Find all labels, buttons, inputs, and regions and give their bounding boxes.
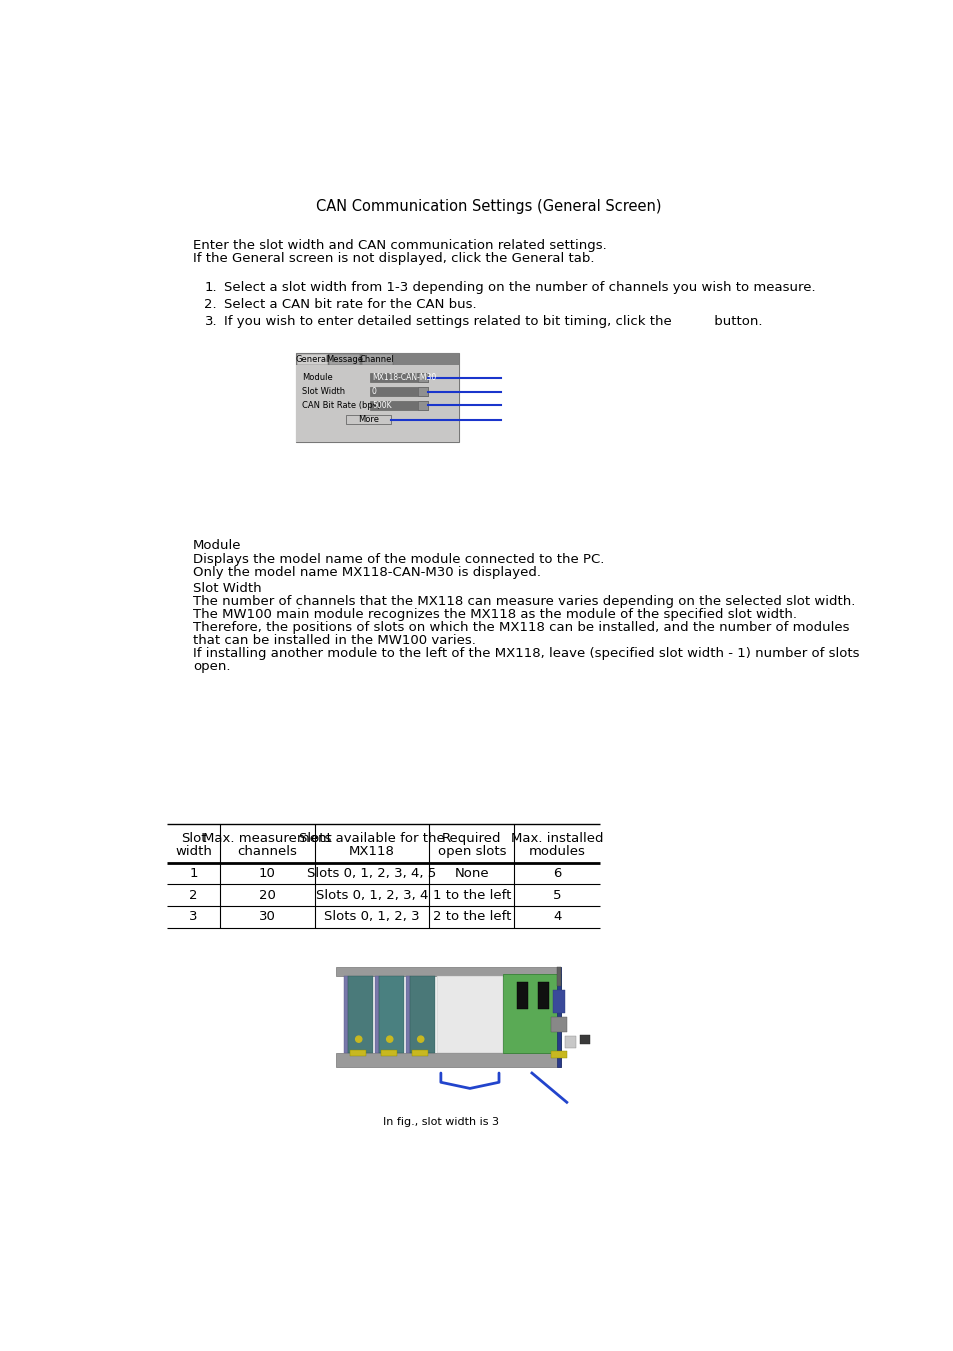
Text: 3: 3	[190, 911, 197, 923]
Bar	[406, 975, 410, 1052]
Text: 10: 10	[258, 867, 275, 880]
Bar	[537, 982, 549, 1009]
Text: width: width	[175, 846, 212, 858]
Bar	[369, 373, 427, 382]
Bar	[418, 373, 427, 382]
Text: Select a slot width from 1-3 depending on the number of channels you wish to mea: Select a slot width from 1-3 depending o…	[224, 281, 815, 295]
Bar	[502, 974, 560, 1052]
Text: 30: 30	[258, 911, 275, 923]
Text: Message: Message	[326, 355, 363, 363]
Text: More: More	[358, 415, 379, 424]
Text: 0: 0	[372, 388, 376, 396]
Circle shape	[386, 1036, 393, 1042]
Bar	[517, 982, 528, 1009]
Bar	[378, 975, 404, 1052]
Text: Only the model name MX118-CAN-M30 is displayed.: Only the model name MX118-CAN-M30 is dis…	[193, 566, 540, 578]
Bar	[550, 1051, 567, 1058]
Text: Slot Width: Slot Width	[302, 388, 345, 396]
Text: Slot Width: Slot Width	[193, 582, 261, 594]
Bar	[295, 365, 458, 442]
Bar	[557, 967, 560, 1067]
Text: 6: 6	[553, 867, 560, 880]
Text: 2 to the left: 2 to the left	[433, 911, 511, 923]
Text: 1.: 1.	[204, 281, 217, 295]
Bar	[375, 975, 378, 1052]
Bar	[564, 1036, 576, 1047]
Text: Therefore, the positions of slots on which the MX118 can be installed, and the n: Therefore, the positions of slots on whi…	[193, 621, 848, 634]
Circle shape	[355, 1036, 361, 1042]
Text: MX118-CAN-M30: MX118-CAN-M30	[372, 373, 436, 382]
Text: Slots 0, 1, 2, 3, 4, 5: Slots 0, 1, 2, 3, 4, 5	[307, 867, 436, 880]
Bar	[295, 353, 458, 365]
Bar	[550, 1017, 567, 1032]
Bar	[412, 1050, 427, 1056]
Text: channels: channels	[237, 846, 297, 858]
Text: General: General	[295, 355, 329, 363]
Bar	[557, 967, 560, 986]
Text: If the General screen is not displayed, click the General tab.: If the General screen is not displayed, …	[193, 253, 594, 265]
Bar	[369, 386, 427, 396]
Text: Required: Required	[441, 832, 501, 844]
Bar	[418, 386, 427, 396]
Text: If installing another module to the left of the MX118, leave (specified slot wid: If installing another module to the left…	[193, 647, 859, 661]
Bar	[329, 354, 360, 365]
Bar	[344, 975, 348, 1052]
Bar	[335, 1052, 560, 1067]
Bar	[295, 353, 458, 442]
Text: Max. installed: Max. installed	[511, 832, 602, 844]
Text: open.: open.	[193, 661, 230, 673]
Text: 4: 4	[553, 911, 560, 923]
Bar	[553, 990, 564, 1013]
Text: 2: 2	[190, 889, 197, 901]
Bar	[296, 354, 328, 365]
Text: 2.: 2.	[204, 299, 217, 312]
Bar	[418, 401, 427, 411]
Circle shape	[417, 1036, 423, 1042]
Text: Module: Module	[193, 539, 241, 553]
Text: Module: Module	[302, 373, 333, 382]
Bar	[348, 975, 373, 1052]
Text: 20: 20	[258, 889, 275, 901]
Bar	[369, 401, 427, 411]
Text: open slots: open slots	[437, 846, 506, 858]
Bar	[335, 967, 560, 975]
Bar	[381, 1050, 396, 1056]
Bar	[350, 1050, 365, 1056]
Text: Max. measurement: Max. measurement	[203, 832, 332, 844]
Bar	[361, 354, 393, 365]
Text: Slots 0, 1, 2, 3, 4: Slots 0, 1, 2, 3, 4	[315, 889, 428, 901]
Text: Slot: Slot	[181, 832, 206, 844]
Text: None: None	[454, 867, 489, 880]
Text: MX118: MX118	[349, 846, 395, 858]
Text: Slots available for the: Slots available for the	[298, 832, 444, 844]
Text: CAN Bit Rate (bps): CAN Bit Rate (bps)	[302, 401, 380, 409]
Text: modules: modules	[528, 846, 585, 858]
Text: If you wish to enter detailed settings related to bit timing, click the         : If you wish to enter detailed settings r…	[224, 315, 761, 328]
Bar	[346, 416, 391, 424]
Text: 1 to the left: 1 to the left	[433, 889, 511, 901]
Text: Enter the slot width and CAN communication related settings.: Enter the slot width and CAN communicati…	[193, 239, 606, 253]
Text: 1: 1	[190, 867, 197, 880]
Text: The number of channels that the MX118 can measure varies depending on the select: The number of channels that the MX118 ca…	[193, 594, 854, 608]
Text: Displays the model name of the module connected to the PC.: Displays the model name of the module co…	[193, 553, 603, 566]
Text: Select a CAN bit rate for the CAN bus.: Select a CAN bit rate for the CAN bus.	[224, 299, 476, 312]
Text: 5: 5	[553, 889, 560, 901]
Text: The MW100 main module recognizes the MX118 as the module of the specified slot w: The MW100 main module recognizes the MX1…	[193, 608, 796, 621]
Bar	[410, 975, 435, 1052]
Text: In fig., slot width is 3: In fig., slot width is 3	[382, 1117, 498, 1127]
Text: 500K: 500K	[372, 401, 391, 409]
Text: that can be installed in the MW100 varies.: that can be installed in the MW100 varie…	[193, 634, 476, 647]
Text: Channel: Channel	[359, 355, 395, 363]
Bar	[436, 975, 502, 1052]
Text: Slots 0, 1, 2, 3: Slots 0, 1, 2, 3	[324, 911, 419, 923]
Text: 3.: 3.	[204, 315, 217, 328]
Bar	[579, 1035, 589, 1044]
Text: CAN Communication Settings (General Screen): CAN Communication Settings (General Scre…	[315, 199, 661, 213]
